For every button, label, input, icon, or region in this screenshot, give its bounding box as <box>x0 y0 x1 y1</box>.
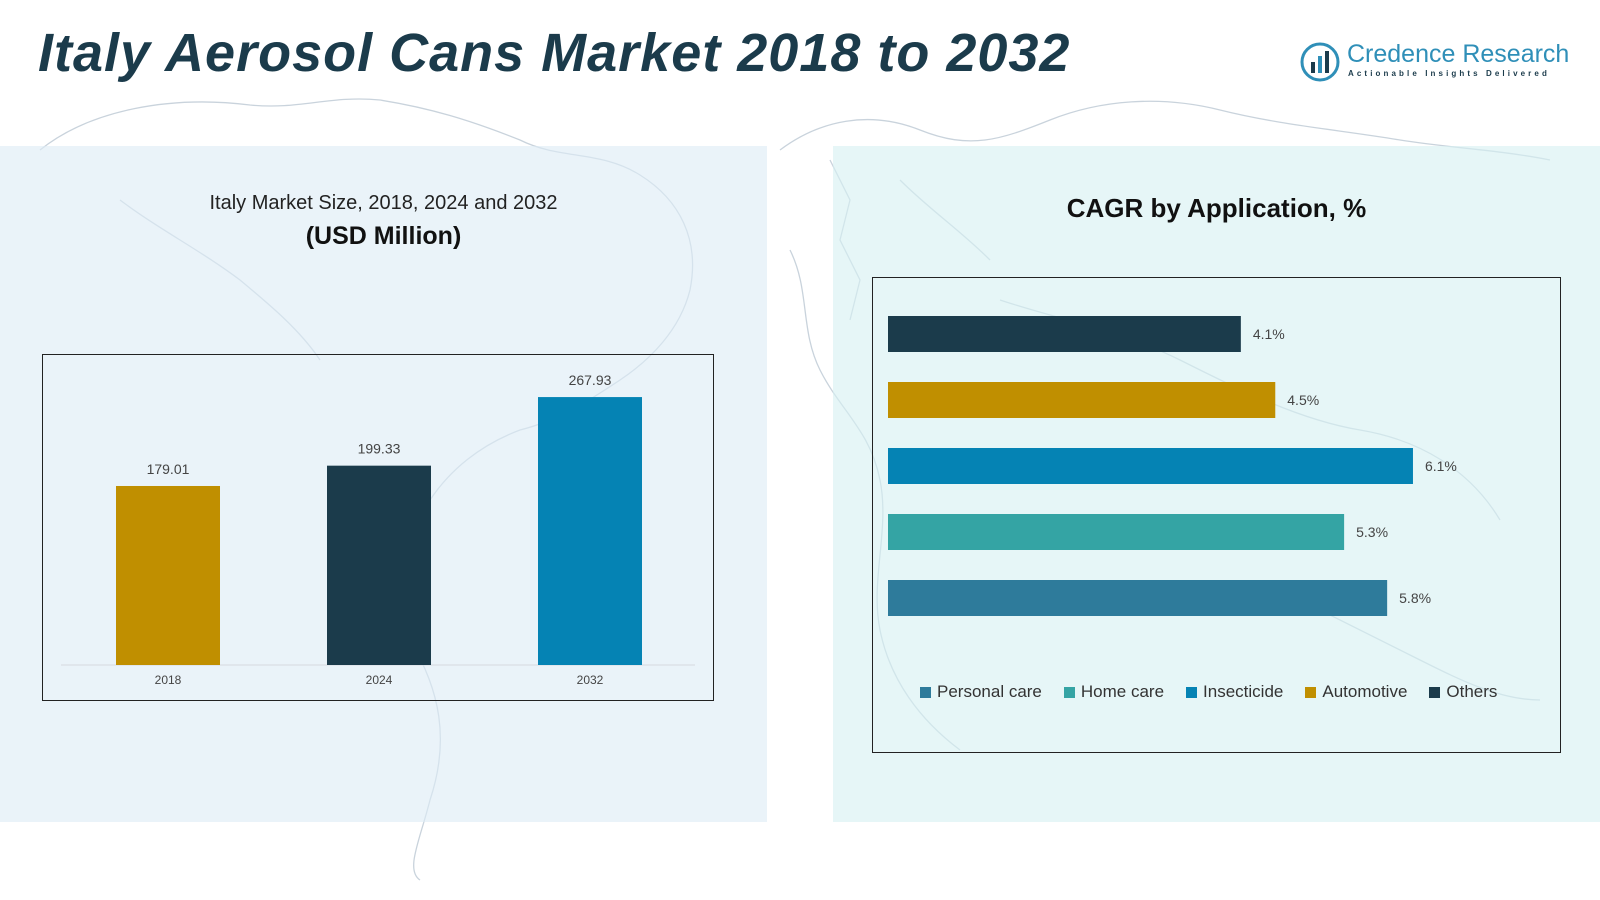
legend-label-personal-care: Personal care <box>937 682 1042 701</box>
legend-swatch-insecticide <box>1186 686 1198 698</box>
hbar-value-label-insecticide: 6.1% <box>1425 458 1457 474</box>
cagr-legend: Personal care Home care Insecticide Automot… <box>920 682 1497 702</box>
hbar-value-label-personal-care: 5.8% <box>1399 590 1431 606</box>
cagr-bar-chart: 4.1% 4.5% 6.1% 5.3% 5.8% <box>888 316 1457 616</box>
credence-research-logo: Credence Research Actionable Insights De… <box>1300 38 1580 88</box>
cagr-chart-title: CAGR by Application, % <box>1066 193 1367 223</box>
page-title: Italy Aerosol Cans Market 2018 to 2032 <box>38 23 1071 83</box>
legend-swatch-home-care <box>1063 686 1075 698</box>
hbar-value-label-automotive: 4.5% <box>1287 392 1319 408</box>
market-size-unit: (USD Million) <box>305 222 462 250</box>
bar-value-label-2018: 179.01 <box>147 461 190 477</box>
hbar-others <box>888 316 1241 352</box>
bar-2032 <box>538 397 642 665</box>
bar-2024 <box>327 465 431 665</box>
hbar-value-label-home-care: 5.3% <box>1356 524 1388 540</box>
logo-tagline: Actionable Insights Delivered <box>1348 69 1550 78</box>
legend-label-insecticide: Insecticide <box>1203 682 1284 701</box>
cagr-chart-frame: 4.1% 4.5% 6.1% 5.3% 5.8% <box>872 277 1561 753</box>
market-size-bar-chart: 179.01 2018 199.33 2024 267.93 2032 <box>61 372 695 687</box>
legend-swatch-personal-care <box>920 686 931 698</box>
x-tick-label-2032: 2032 <box>577 673 604 687</box>
legend-swatch-others <box>1429 686 1441 698</box>
x-tick-label-2018: 2018 <box>155 673 182 687</box>
hbar-value-label-others: 4.1% <box>1253 326 1285 342</box>
legend-label-automotive: Automotive <box>1322 682 1408 701</box>
bar-2018 <box>116 485 220 665</box>
market-size-chart-frame: 179.01 2018 199.33 2024 267.93 2032 <box>42 354 714 701</box>
legend-item-automotive: Automotive <box>1305 682 1407 702</box>
market-size-subtitle: Italy Market Size, 2018, 2024 and 2032 <box>209 192 558 214</box>
logo-brand-name: Credence Research <box>1347 40 1570 68</box>
legend-label-others: Others <box>1446 682 1498 701</box>
bar-chart-logo-icon <box>1300 42 1340 82</box>
legend-item-home-care: Home care <box>1063 682 1165 702</box>
legend-item-others: Others <box>1429 682 1497 702</box>
legend-label-home-care: Home care <box>1080 682 1165 701</box>
hbar-insecticide <box>888 448 1413 484</box>
legend-item-personal-care: Personal care <box>920 682 1042 702</box>
hbar-personal-care <box>888 580 1388 616</box>
legend-swatch-automotive <box>1305 686 1317 698</box>
hbar-automotive <box>888 382 1276 418</box>
x-tick-label-2024: 2024 <box>366 673 393 687</box>
legend-item-insecticide: Insecticide <box>1186 682 1283 702</box>
hbar-home-care <box>888 514 1345 550</box>
bar-value-label-2032: 267.93 <box>569 372 612 388</box>
bar-value-label-2024: 199.33 <box>358 441 401 457</box>
